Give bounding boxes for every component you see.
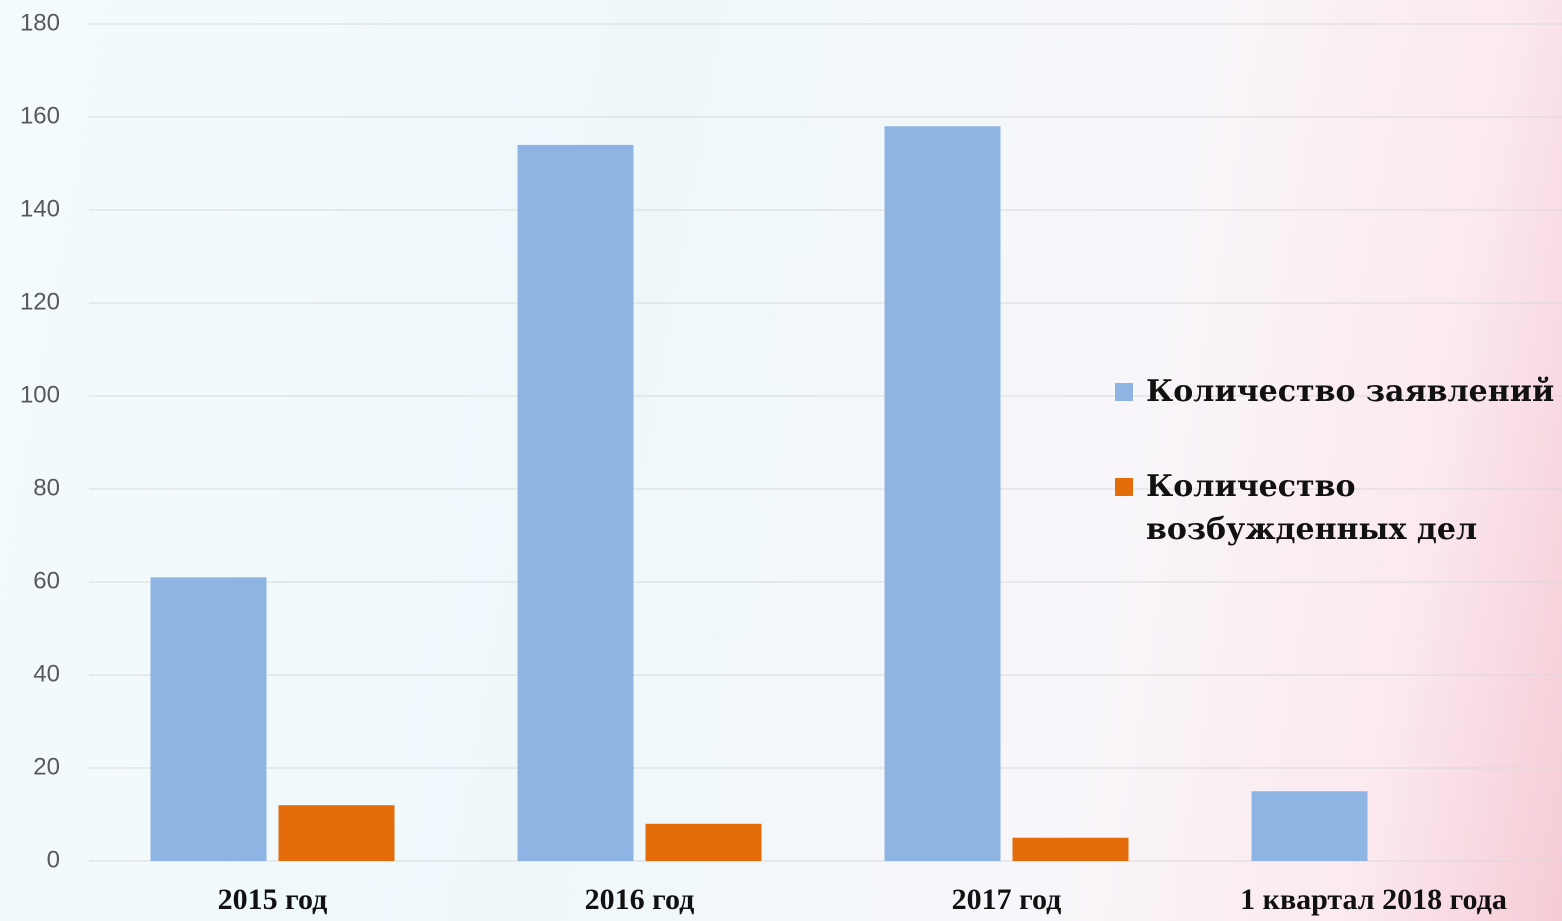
legend-label: Количество заявлений (1146, 370, 1554, 413)
bar (518, 145, 634, 861)
y-tick-label: 40 (33, 660, 60, 687)
legend-swatch (1115, 478, 1133, 496)
y-tick-label: 140 (20, 195, 60, 222)
bar (151, 577, 267, 861)
y-tick-label: 180 (20, 9, 60, 36)
legend-swatch (1115, 383, 1133, 401)
legend-item: Количество возбужденных дел (1115, 465, 1560, 551)
legend-item: Количество заявлений (1115, 370, 1560, 413)
y-tick-label: 100 (20, 381, 60, 408)
y-tick-label: 160 (20, 102, 60, 129)
y-tick-label: 60 (33, 567, 60, 594)
y-tick-label: 0 (47, 846, 60, 873)
x-tick-label: 2015 год (218, 883, 328, 916)
page: {"chart_data": {"type": "bar", "categori… (0, 0, 1562, 921)
legend-label: Количество возбужденных дел (1146, 465, 1560, 551)
bar (885, 126, 1001, 861)
bar (1013, 838, 1129, 861)
bar (279, 805, 395, 861)
x-tick-label: 2016 год (585, 883, 695, 916)
y-tick-label: 80 (33, 474, 60, 501)
y-tick-label: 120 (20, 288, 60, 315)
bar (646, 824, 762, 861)
x-tick-label: 2017 год (952, 883, 1062, 916)
bar (1252, 791, 1368, 861)
y-tick-label: 20 (33, 753, 60, 780)
legend: Количество заявлений Количество возбужден… (1115, 370, 1560, 603)
x-tick-label: 1 квартал 2018 года (1240, 883, 1507, 916)
